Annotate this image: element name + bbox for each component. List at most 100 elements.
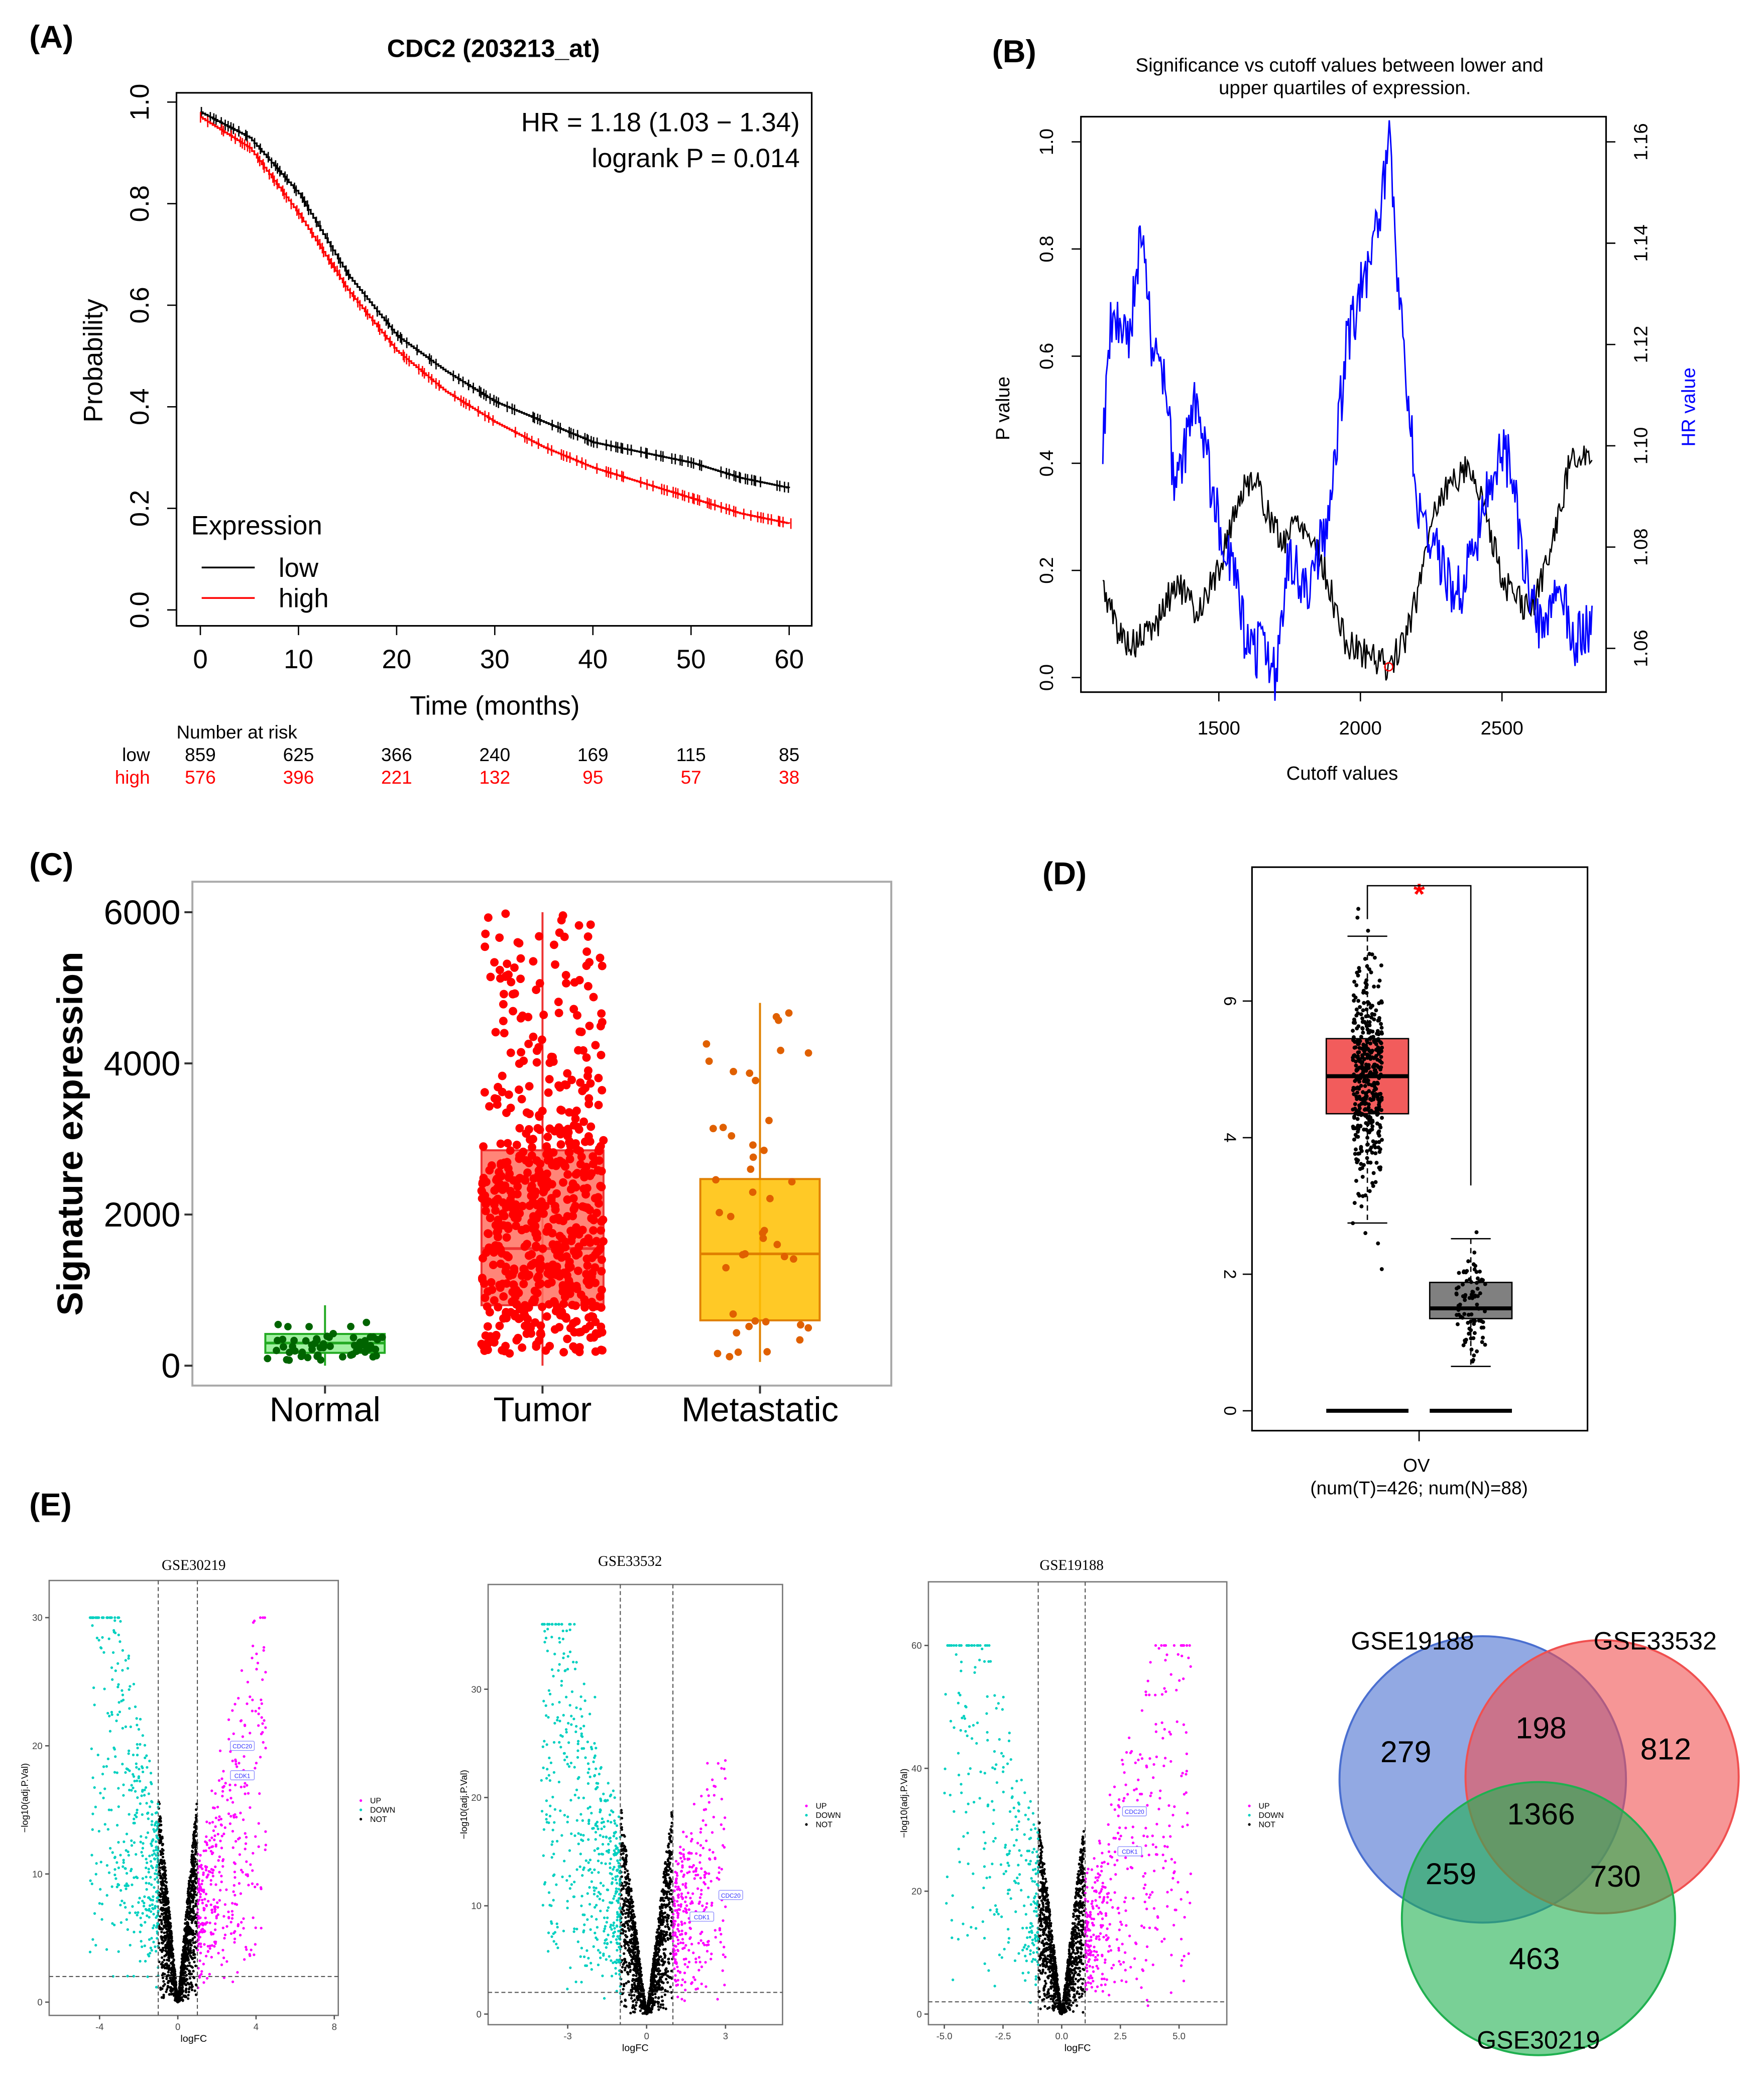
jitter-point-Metastatic [709, 1125, 717, 1133]
volcano-point-down [157, 1896, 160, 1899]
volcano-point-up [222, 1956, 225, 1959]
volcano-ylabel: −log10(adj.P.Val) [20, 1763, 30, 1832]
volcano-point-up [253, 1619, 256, 1623]
jitter-point-Tumor [498, 1279, 507, 1288]
volcano-point-up [255, 1668, 258, 1671]
volcano-point-up [214, 1865, 217, 1869]
ov-jitter-point-Tumor [1353, 1126, 1357, 1131]
volcano-point-up [236, 1971, 239, 1974]
jitter-point-Tumor [519, 1056, 528, 1065]
volcano-point-not [663, 1938, 666, 1941]
ov-jitter-point-Tumor [1376, 1037, 1380, 1041]
jitter-point-Metastatic [752, 1076, 759, 1084]
volcano-point-down [155, 1854, 158, 1857]
volcano-point-not [184, 1948, 187, 1951]
volcano-point-down [139, 1840, 142, 1844]
jitter-point-Tumor [527, 1151, 536, 1160]
volcano-point-up [248, 1953, 251, 1956]
volcano-point-not [664, 1990, 667, 1993]
volcano-point-not [188, 1961, 191, 1965]
volcano-point-down [88, 1950, 92, 1953]
jitter-point-Tumor [589, 1226, 598, 1235]
ov-jitter-point-Tumor [1367, 1020, 1372, 1024]
volcano-point-down [126, 1667, 130, 1670]
volcano-point-not [162, 1873, 165, 1876]
volcano-point-not [163, 1983, 166, 1986]
jitter-point-Tumor [480, 1088, 489, 1097]
jitter-point-Tumor [527, 1250, 536, 1259]
volcano-point-not [624, 1857, 627, 1860]
ov-jitter-point-Tumor [1380, 1138, 1384, 1142]
volcano-point-not [623, 1835, 626, 1838]
ov-jitter-point-Normal [1474, 1270, 1479, 1274]
volcano-point-up [225, 1960, 228, 1963]
ov-jitter-point-Normal [1481, 1335, 1485, 1340]
ov-jitter-point-Tumor [1359, 1046, 1364, 1051]
cutoff-plot-frame [1080, 115, 1607, 693]
volcano-point-down [136, 1779, 139, 1782]
ov-jitter-point-Tumor [1362, 1163, 1366, 1167]
volcano-point-up [205, 1921, 209, 1924]
volcano-point-up [246, 1680, 250, 1684]
ov-jitter-point-Tumor [1360, 1016, 1365, 1021]
jitter-point-Tumor [573, 1266, 582, 1275]
volcano-point-not [622, 1844, 626, 1847]
volcano-point-up [232, 1861, 236, 1864]
volcano-point-not [657, 1960, 660, 1963]
volcano-point-down [129, 1943, 132, 1947]
volcano-point-not [638, 1992, 641, 1995]
volcano-point-not [185, 1928, 188, 1931]
panel-e: (E) GSE30219-4 0 4 80102030logFC−log10(adj.… [20, 1488, 1740, 2056]
volcano-point-down [128, 1707, 131, 1710]
jitter-point-Metastatic [766, 1195, 774, 1202]
volcano-point-not [159, 1859, 162, 1862]
volcano-point-not [630, 1926, 634, 1929]
jitter-point-Normal [361, 1342, 369, 1349]
ov-jitter-point-Tumor [1352, 1072, 1356, 1077]
volcano-point-down [117, 1805, 120, 1808]
jitter-point-Tumor [486, 972, 495, 981]
volcano-point-down [108, 1714, 111, 1717]
volcano-point-down [124, 1725, 128, 1729]
jitter-point-Metastatic [763, 1348, 771, 1356]
volcano-point-not [194, 1921, 197, 1925]
volcano-point-down [121, 1693, 125, 1696]
gene-label-CDK1: CDK1 [234, 1772, 251, 1779]
volcano-point-up [256, 1883, 259, 1886]
volcano-point-not [179, 1973, 183, 1977]
ov-jitter-point-Tumor [1376, 984, 1380, 989]
volcano-point-up [220, 1875, 223, 1878]
jitter-point-Tumor [522, 1329, 531, 1338]
jitter-point-Tumor [514, 1314, 523, 1323]
jitter-point-Tumor [544, 1222, 553, 1232]
volcano-point-down [124, 1906, 127, 1909]
volcano-point-down [151, 1866, 154, 1870]
volcano-point-down [124, 1771, 127, 1774]
volcano-point-down [153, 1830, 156, 1833]
cutoff-x-tick-label: 2500 [1481, 717, 1523, 739]
volcano-point-down [114, 1755, 117, 1758]
volcano-point-not [662, 1961, 665, 1965]
volcano-point-not [193, 1956, 196, 1959]
km-hr-text: HR = 1.18 (1.03 − 1.34) [521, 107, 800, 137]
ov-jitter-point-Tumor [1357, 969, 1362, 973]
volcano-point-not [161, 1862, 164, 1866]
ov-jitter-point-Normal [1475, 1276, 1480, 1281]
ov-jitter-point-Tumor [1355, 1026, 1359, 1031]
volcano-point-not [184, 1984, 188, 1987]
jitter-point-Metastatic [797, 1321, 804, 1329]
panel-b-cutoff-plot: (B) Significance vs cutoff values betwee… [992, 34, 1700, 784]
ov-jitter-point-Tumor [1377, 1018, 1381, 1023]
cutoff-y2-tick-label: 1.14 [1630, 224, 1652, 262]
volcano-point-not [627, 1927, 630, 1930]
volcano-point-not [171, 1992, 174, 1996]
ov-jitter-point-Tumor [1365, 1000, 1370, 1005]
volcano-point-up [246, 1784, 249, 1787]
signature-x-tick-label: Normal [270, 1390, 381, 1429]
volcano-point-down [154, 1872, 157, 1875]
ov-jitter-point-Tumor [1377, 978, 1382, 983]
jitter-point-Tumor [559, 1127, 567, 1135]
volcano-point-down [133, 1821, 136, 1824]
jitter-point-Tumor [502, 971, 511, 980]
jitter-point-Tumor [551, 960, 559, 969]
